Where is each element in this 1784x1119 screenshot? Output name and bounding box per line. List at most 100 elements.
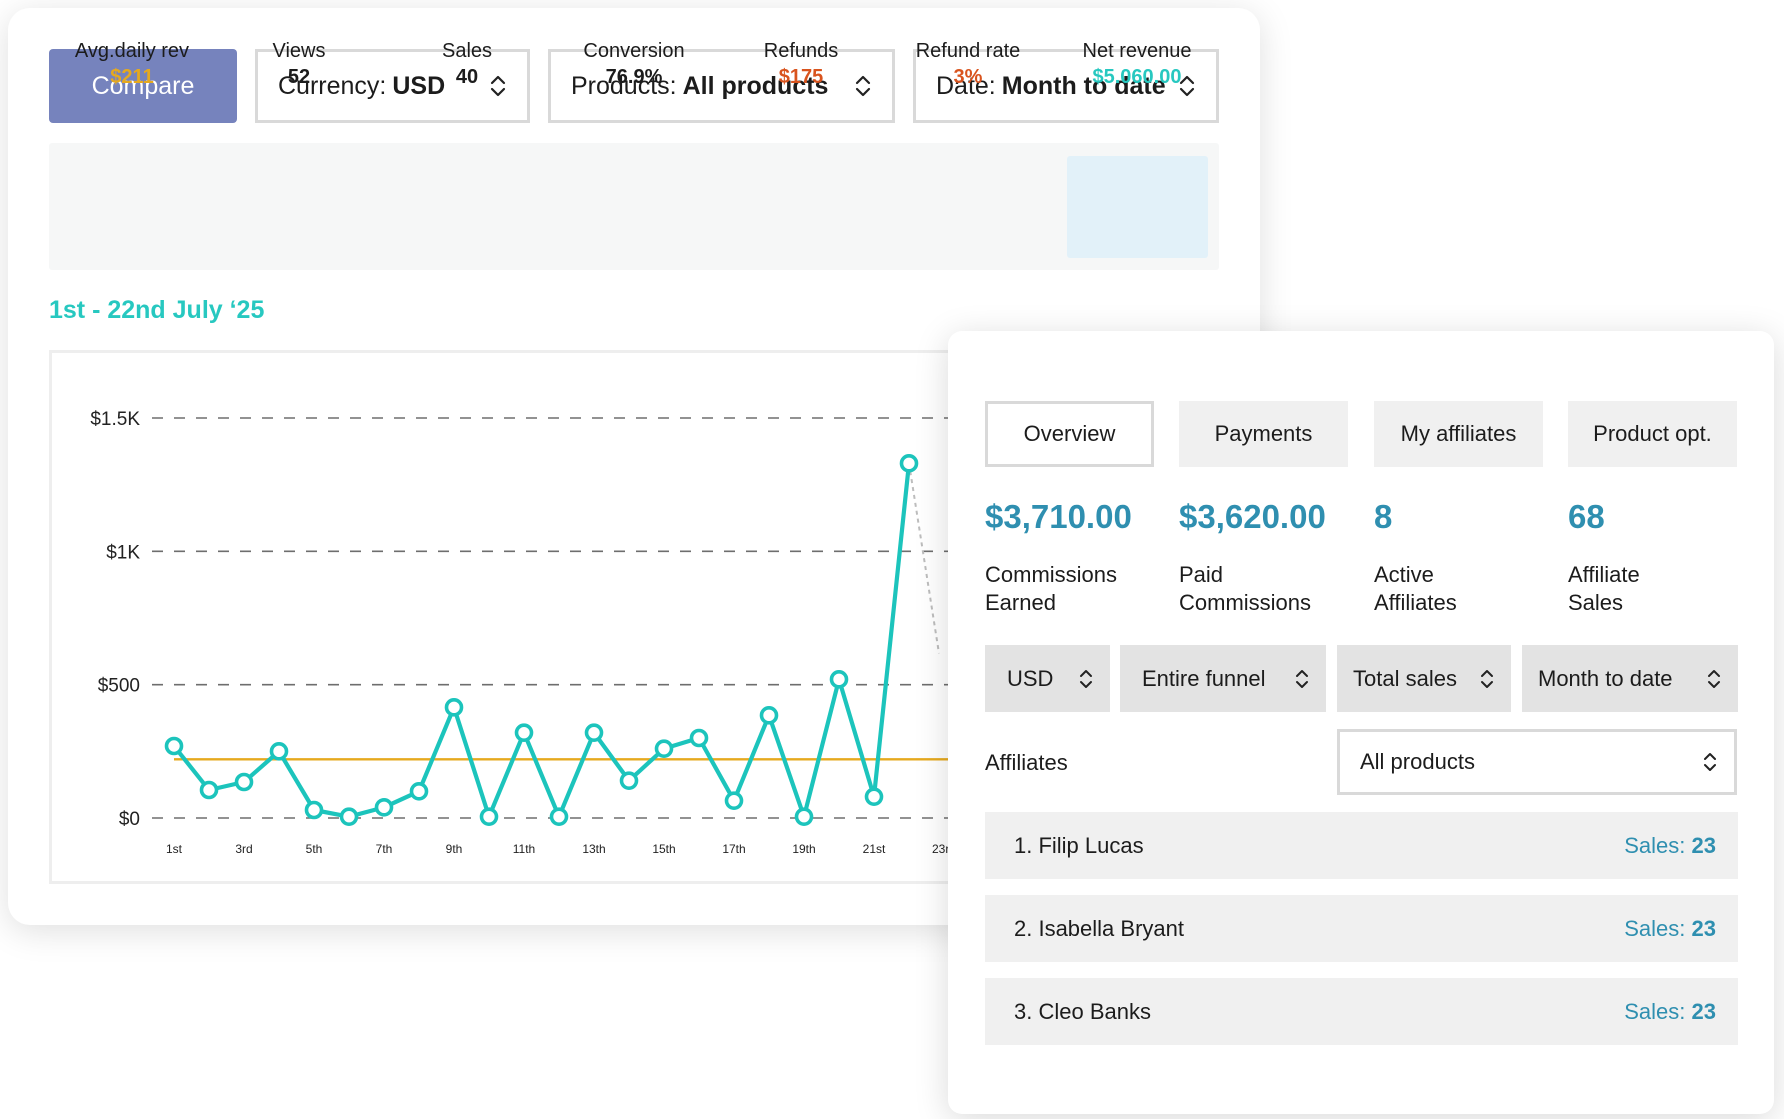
chevron-up-down-icon: [854, 73, 872, 99]
data-point: [514, 723, 534, 742]
stats-bar: [49, 143, 1219, 270]
kpi-paid-commissions-value: $3,620.00: [1179, 498, 1326, 535]
stat-conversion: Conversion 76.9%: [559, 40, 709, 89]
currency-select[interactable]: Currency: USD: [255, 49, 530, 123]
data-point: [619, 771, 639, 790]
chevron-up-down-icon: [1706, 667, 1722, 691]
revenue-chart-svg: $0 $500 $1K $1.5K 1st 3rd 5th 7th 9th 11th 13th 15t…: [90, 409, 1206, 856]
y-tick-label: $1K: [106, 542, 140, 563]
stat-label: Avg.daily rev: [74, 40, 190, 62]
affiliate-sales-count: 23: [1691, 998, 1716, 1024]
products-select[interactable]: Products: All products: [548, 49, 895, 123]
kpi-label-line: Affiliates: [1374, 590, 1457, 615]
data-point: [304, 800, 324, 820]
data-point: [269, 742, 289, 761]
kpi-label-line: Active: [1374, 562, 1434, 587]
chevron-up-down-icon: [489, 73, 507, 99]
affiliate-name: 2. Isabella Bryant: [1014, 915, 1184, 941]
affiliate-sales-count: 23: [1691, 915, 1716, 941]
net-revenue-highlight: [1067, 156, 1208, 258]
date-range-title: 1st - 22nd July ‘25: [49, 296, 265, 324]
stat-label: Refunds: [763, 40, 839, 62]
tab-product-opt[interactable]: Product opt.: [1568, 401, 1737, 467]
x-tick-label: 1st: [166, 842, 183, 856]
tab-my-affiliates[interactable]: My affiliates: [1374, 401, 1543, 467]
affiliate-sales: Sales: 23: [1624, 999, 1716, 1025]
filter-funnel-value: Entire funnel: [1142, 665, 1266, 691]
stat-refund-rate: Refund rate 3%: [893, 40, 1043, 89]
data-point: [409, 782, 429, 801]
filter-currency[interactable]: USD: [985, 645, 1110, 712]
products-select-label: Products:: [571, 71, 677, 100]
affiliates-product-select[interactable]: All products: [1337, 729, 1737, 795]
data-point: [584, 723, 604, 742]
data-point: [759, 706, 779, 725]
kpi-commissions-earned-value: $3,710.00: [985, 498, 1132, 535]
kpi-affiliate-sales-label: Affiliate Sales: [1568, 561, 1748, 617]
data-point: [339, 807, 359, 826]
stat-label: Refund rate: [915, 40, 1021, 62]
kpi-commissions-earned-label: Commissions Earned: [985, 561, 1165, 617]
kpi-label-line: Affiliate: [1568, 562, 1640, 587]
date-select[interactable]: Date: Month to date: [913, 49, 1219, 123]
list-item[interactable]: 1. Filip Lucas Sales: 23: [985, 812, 1738, 879]
chevron-up-down-icon: [1294, 667, 1310, 691]
series-line: [172, 463, 912, 819]
chevron-up-down-icon: [1479, 667, 1495, 691]
affiliate-sales-label: Sales:: [1624, 832, 1686, 858]
kpi-paid-commissions-label: Paid Commissions: [1179, 561, 1359, 617]
data-point: [829, 670, 849, 689]
kpi-active-affiliates-label: Active Affiliates: [1374, 561, 1554, 617]
list-item[interactable]: 3. Cleo Banks Sales: 23: [985, 978, 1738, 1045]
compare-button[interactable]: Compare: [49, 49, 237, 123]
x-tick-label: 17th: [722, 842, 745, 856]
tab-payments[interactable]: Payments: [1179, 401, 1348, 467]
affiliate-sales-label: Sales:: [1624, 915, 1686, 941]
kpi-label-line: Commissions: [1179, 590, 1312, 615]
affiliate-sales-label: Sales:: [1624, 998, 1686, 1024]
data-point: [794, 807, 814, 826]
date-select-value: Month to date: [1001, 71, 1166, 100]
kpi-label-line: Sales: [1568, 590, 1624, 615]
x-tick-label: 19th: [792, 842, 815, 856]
affiliates-product-select-value: All products: [1360, 749, 1475, 774]
affiliate-name: 1. Filip Lucas: [1014, 832, 1144, 858]
kpi-affiliate-sales-value: 68: [1568, 498, 1605, 535]
stat-value: $211: [110, 66, 154, 88]
data-point: [234, 772, 254, 792]
tab-overview[interactable]: Overview: [985, 401, 1154, 467]
stat-label: Conversion: [583, 40, 685, 62]
stat-sales: Sales 40: [392, 40, 542, 89]
x-tick-label: 15th: [652, 842, 675, 856]
x-tick-label: 21st: [863, 842, 886, 856]
stat-net-revenue: Net revenue $5.060.00: [1062, 40, 1212, 89]
filter-metric[interactable]: Total sales: [1337, 645, 1511, 712]
x-tick-label: 11th: [513, 842, 535, 856]
affiliate-sales: Sales: 23: [1624, 833, 1716, 859]
stat-value: 3%: [953, 66, 983, 88]
filter-date[interactable]: Month to date: [1522, 645, 1738, 712]
kpi-active-affiliates-value: 8: [1374, 498, 1393, 535]
data-point: [164, 736, 184, 756]
data-point: [444, 698, 464, 717]
filter-date-value: Month to date: [1538, 665, 1673, 691]
stat-views: Views 52: [224, 40, 374, 89]
stat-value: 40: [455, 66, 479, 88]
stat-avg-daily-rev: Avg.daily rev $211: [57, 40, 207, 89]
filter-funnel[interactable]: Entire funnel: [1120, 645, 1326, 712]
data-point: [864, 787, 884, 806]
data-point: [374, 798, 394, 817]
chevron-up-down-icon: [1078, 667, 1094, 691]
date-select-label: Date:: [936, 71, 996, 100]
x-tick-label: 9th: [446, 842, 463, 856]
data-point: [199, 780, 219, 800]
list-item[interactable]: 2. Isabella Bryant Sales: 23: [985, 895, 1738, 962]
stat-label: Net revenue: [1082, 40, 1192, 62]
x-tick-label: 5th: [306, 842, 323, 856]
y-tick-label: $500: [98, 676, 140, 697]
stat-label: Sales: [441, 40, 493, 62]
kpi-label-line: Earned: [985, 590, 1056, 615]
filter-metric-value: Total sales: [1353, 665, 1457, 691]
stat-refunds: Refunds $175: [726, 40, 876, 89]
stat-label: Views: [272, 40, 326, 62]
